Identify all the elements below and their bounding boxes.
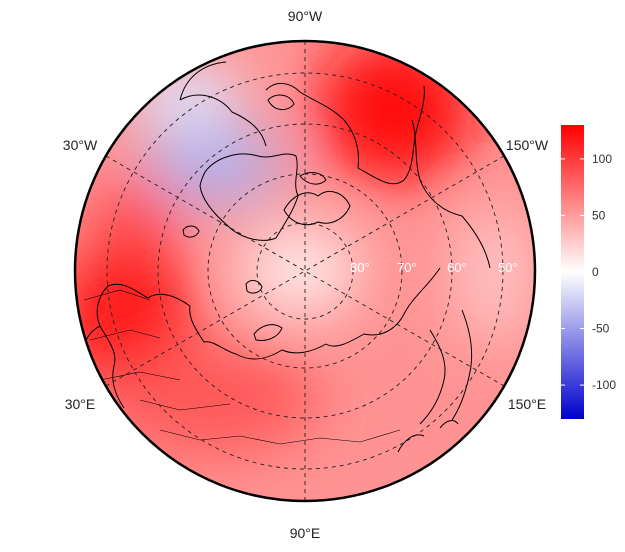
coastline-ne-siberia (325, 267, 441, 347)
graticule-lat-70 (207, 173, 403, 369)
colorbar-ramp (561, 125, 584, 419)
coastline-scandinavia (96, 283, 191, 367)
coastline-iceland (182, 225, 200, 238)
colorbar-tick-label: 50 (592, 208, 606, 222)
coastlines (83, 61, 491, 453)
coastline-novaya-zemlya (253, 324, 283, 341)
coastline-canadian-archipelago (267, 94, 351, 226)
anomaly-canadian-arctic (125, 60, 245, 130)
lon-label-90w: 90°W (288, 8, 323, 24)
lon-label-150e: 150°E (508, 396, 546, 412)
colorbar-tick-label: 100 (592, 152, 612, 166)
anomaly-central-arctic (240, 225, 360, 315)
anomaly-eastern-russia (455, 205, 535, 345)
lon-label-90e: 90°E (290, 525, 321, 541)
lat-label-80: 80° (350, 260, 370, 275)
coastline-kamchatka (419, 309, 473, 425)
colorbar: 100 50 0 -50 -100 (561, 125, 616, 419)
graticule-lat-50 (106, 72, 504, 470)
graticule (105, 41, 505, 501)
lat-label-50: 50° (498, 260, 518, 275)
colorbar-tick-label: 0 (592, 265, 599, 279)
coastline-svalbard (245, 279, 263, 294)
lon-label-30e: 30°E (65, 396, 96, 412)
anomaly-greenland (145, 125, 285, 205)
map-boundary (73, 39, 537, 503)
coastline-north-america (179, 61, 425, 185)
graticule-lat-80 (256, 222, 354, 320)
colorbar-tick-label: -50 (592, 322, 610, 336)
coastline-alaska (411, 119, 491, 269)
graticule-lat-60 (157, 123, 453, 419)
lat-label-70: 70° (397, 260, 417, 275)
coastline-east-asia (397, 420, 459, 453)
coastline-russia-arctic (189, 305, 327, 360)
colorbar-tick-label: -100 (592, 378, 616, 392)
coastline-greenland (199, 153, 299, 241)
country-borders (83, 289, 401, 445)
lon-label-30w: 30°W (63, 137, 98, 153)
lat-label-60: 60° (447, 260, 467, 275)
anomaly-pacific-alaska (315, 41, 475, 185)
latitude-labels: 80° 70° 60° 50° (350, 260, 518, 275)
lon-label-150w: 150°W (506, 137, 549, 153)
anomaly-field (75, 41, 535, 501)
map-disc (73, 39, 537, 503)
anomaly-central-siberia (100, 345, 320, 455)
colorbar-ticks: 100 50 0 -50 -100 (561, 152, 616, 392)
anomaly-atlantic (90, 180, 180, 260)
longitude-labels: 90°W 30°W 150°W 30°E 150°E 90°E (63, 8, 549, 541)
